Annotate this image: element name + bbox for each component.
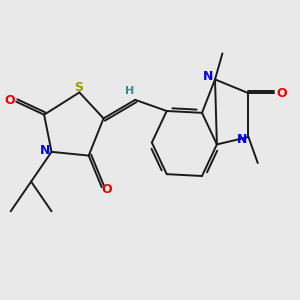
Text: N: N (40, 144, 50, 157)
Text: N: N (203, 70, 214, 83)
Text: H: H (125, 85, 134, 96)
Text: O: O (101, 182, 112, 196)
Text: N: N (237, 134, 247, 146)
Text: S: S (74, 81, 83, 94)
Text: O: O (277, 87, 287, 100)
Text: O: O (4, 94, 15, 107)
